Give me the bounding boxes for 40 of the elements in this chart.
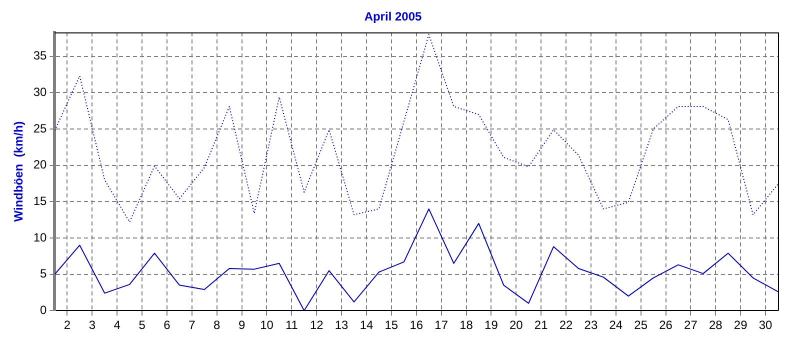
y-axis-title: Windböen (km/h) [12, 121, 26, 222]
y-tick-label: 15 [33, 194, 48, 208]
x-tick-label: 17 [434, 318, 448, 332]
x-tick-label: 12 [310, 318, 324, 332]
x-tick-label: 20 [509, 318, 524, 332]
x-tick-label: 2 [64, 318, 71, 332]
x-tick-label: 22 [559, 318, 574, 332]
x-tick-label: 25 [634, 318, 648, 332]
y-tick-label: 30 [33, 85, 48, 99]
x-tick-label: 27 [684, 318, 698, 332]
x-tick-label: 3 [88, 318, 96, 332]
x-tick-label: 13 [334, 318, 349, 332]
x-tick-label: 16 [410, 318, 424, 332]
chart-title: April 2005 [364, 10, 422, 24]
x-tick-label: 10 [260, 318, 274, 332]
x-tick-label: 24 [609, 318, 623, 332]
y-tick-label: 10 [33, 230, 48, 244]
x-tick-label: 21 [534, 318, 548, 332]
x-tick-label: 6 [164, 318, 171, 332]
y-tick-label: 20 [33, 158, 48, 172]
x-tick-label: 5 [138, 318, 146, 332]
x-tick-label: 18 [460, 318, 474, 332]
x-tick-label: 9 [238, 318, 246, 332]
x-tick-label: 19 [484, 318, 498, 332]
x-tick-label: 30 [758, 318, 773, 332]
y-tick-label: 5 [40, 266, 48, 281]
y-tick-label: 0 [40, 302, 48, 317]
x-tick-label: 23 [584, 318, 598, 332]
x-tick-label: 14 [360, 318, 374, 332]
x-tick-label: 15 [384, 318, 398, 332]
x-tick-label: 28 [708, 318, 723, 332]
line-series [54, 34, 778, 222]
x-tick-label: 29 [734, 318, 748, 332]
x-tick-label: 8 [214, 318, 221, 332]
x-tick-label: 11 [285, 318, 298, 332]
y-tick-label: 35 [33, 48, 48, 63]
x-tick-label: 4 [114, 318, 121, 332]
x-tick-label: 26 [659, 318, 673, 332]
y-tick-label: 25 [33, 121, 48, 136]
x-tick-label: 7 [188, 318, 196, 332]
